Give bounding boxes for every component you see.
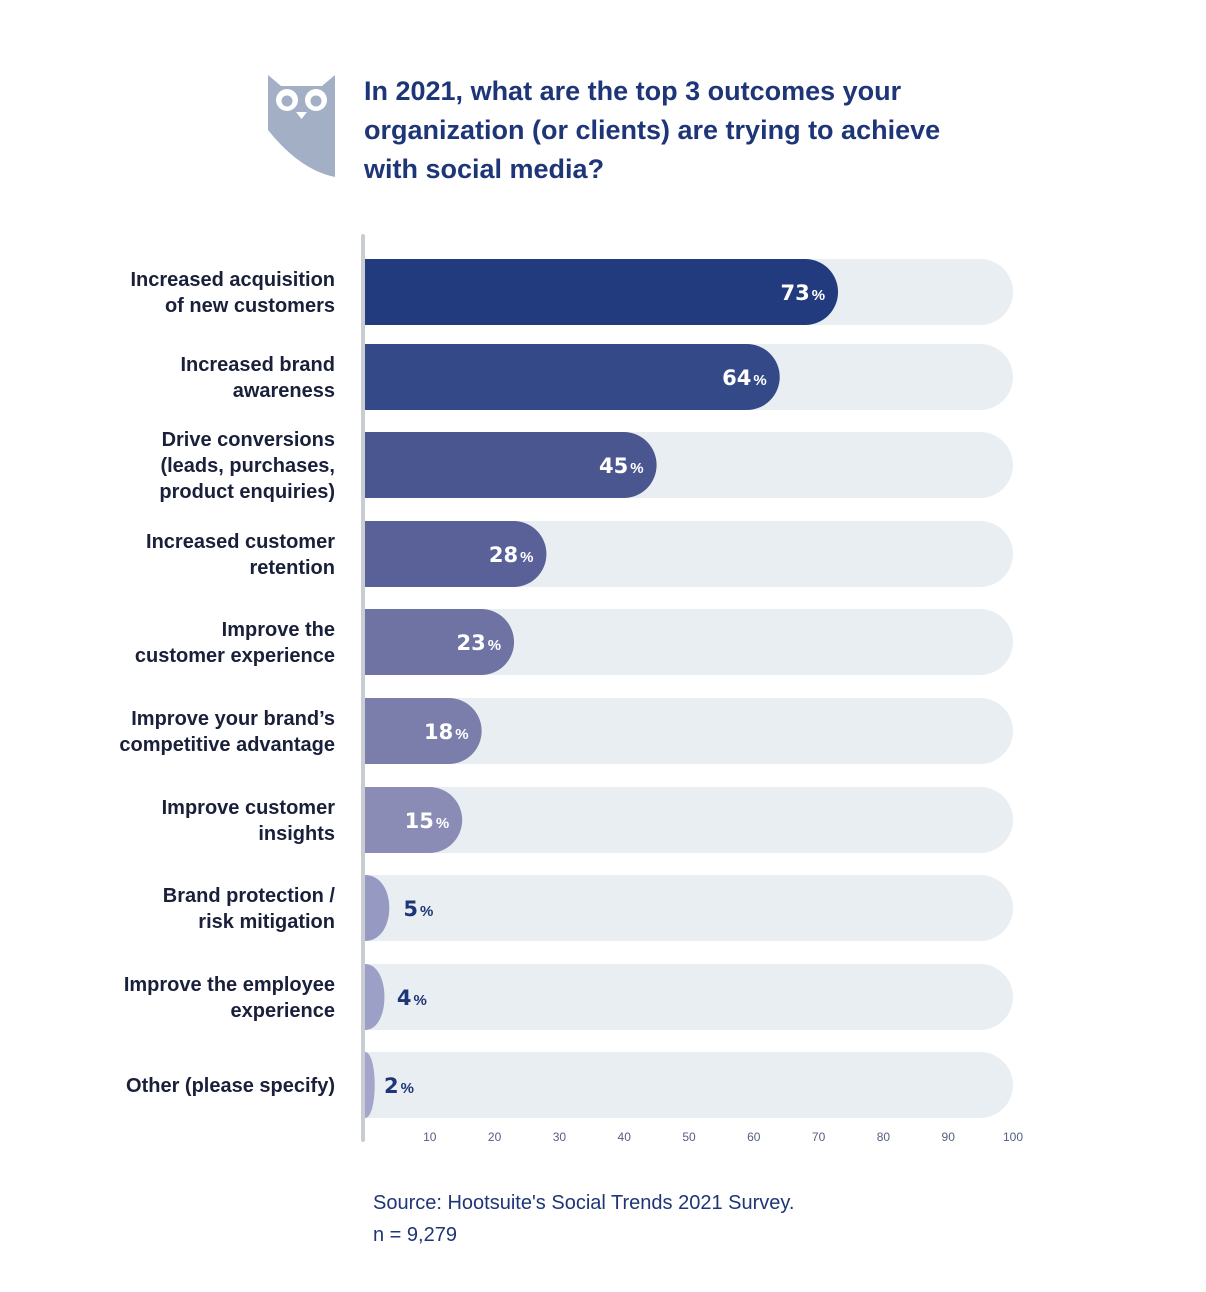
bar [365,609,515,675]
bar [365,964,385,1030]
source-note: Source: Hootsuite's Social Trends 2021 S… [373,1192,794,1214]
bar [365,875,390,941]
owl-logo-icon [268,75,335,177]
title-line-1: In 2021, what are the top 3 outcomes you… [364,76,902,106]
category-label: customer experience [135,645,335,667]
category-label: Other (please specify) [126,1075,335,1097]
bar [365,259,839,325]
title-line-2: organization (or clients) are trying to … [364,115,940,145]
data-label: 23% [456,631,501,655]
sample-size: n = 9,279 [373,1224,457,1246]
bar-track [365,1052,1013,1118]
category-label: experience [230,1000,335,1022]
data-label: 28% [489,543,534,567]
data-label: 2% [384,1074,414,1098]
x-tick-label: 10 [423,1130,437,1144]
chart-title: In 2021, what are the top 3 outcomes you… [363,76,940,184]
x-tick-label: 90 [942,1130,956,1144]
category-label: Improve customer [162,797,336,819]
x-tick-label: 80 [877,1130,891,1144]
category-label: risk mitigation [198,911,335,933]
category-label: Improve your brand’s [131,708,335,730]
bar [365,521,547,587]
data-label: 4% [397,986,427,1010]
category-label: of new customers [165,295,335,317]
data-label: 5% [403,897,433,921]
data-label: 73% [780,281,825,305]
category-label: Increased acquisition [130,269,335,291]
bar-track [365,787,1013,853]
category-label: retention [249,557,335,579]
category-label: Improve the [222,619,335,641]
category-label: awareness [233,380,335,402]
category-labels: Increased acquisition of new customers Inc… [119,269,335,1097]
x-tick-label: 30 [553,1130,567,1144]
category-label: Increased customer [146,531,335,553]
category-label: Increased brand [180,354,335,376]
category-label: Drive conversions [162,429,335,451]
bar [365,1052,375,1118]
x-tick-label: 40 [618,1130,632,1144]
x-tick-label: 50 [682,1130,696,1144]
bar-track [365,609,1013,675]
bars-layer: 73 % 64 % 45 % 28 % 23 % 18 % 15 % 5 % 4 % 2% [365,259,1013,1118]
bar [365,698,482,764]
category-label: Improve the employee [124,974,335,996]
x-tick-label: 70 [812,1130,826,1144]
data-label: 45% [599,454,644,478]
title-line-3: with social media? [363,154,604,184]
bar-track [365,964,1013,1030]
x-tick-label: 100 [1003,1130,1023,1144]
bar [365,787,463,853]
bar [365,344,780,410]
data-label: 18% [424,720,469,744]
x-axis-ticks: 10 20 30 40 50 60 70 80 90 100 [361,234,1023,1144]
category-label: competitive advantage [119,734,335,756]
x-tick-label: 20 [488,1130,502,1144]
x-tick-label: 60 [747,1130,761,1144]
bar [365,432,657,498]
data-label: 64% [722,366,767,390]
category-label: product enquiries) [159,481,335,503]
category-label: insights [258,823,335,845]
bar-track [365,698,1013,764]
category-label: (leads, purchases, [160,455,335,477]
bar-track [365,875,1013,941]
category-label: Brand protection / [163,885,336,907]
data-label: 15% [405,809,450,833]
